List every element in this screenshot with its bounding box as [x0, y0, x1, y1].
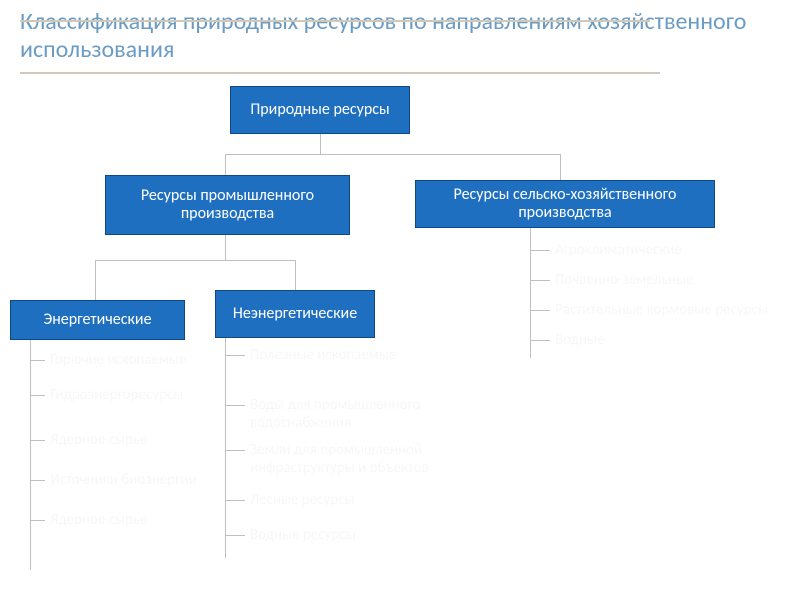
leaf-tick-nonen-2 [225, 450, 245, 451]
node-root-label: Природные ресурсы [250, 101, 389, 119]
connector-root_hbar [225, 154, 560, 155]
leaf-tick-energy-4 [30, 520, 45, 521]
leaf-tick-agr-1 [530, 280, 550, 281]
leaf-tick-nonen-0 [225, 355, 245, 356]
leaf-tick-nonen-3 [225, 500, 245, 501]
node-industrial: Ресурсы промышленного производства [105, 175, 350, 235]
leaf-tick-agr-3 [530, 340, 550, 341]
leaf-label-nonen-3: Лесные ресурсы [250, 491, 355, 509]
leaf-tick-energy-0 [30, 360, 45, 361]
rule-2 [20, 72, 660, 74]
connector-root_down [320, 134, 321, 154]
leaf-tick-energy-2 [30, 440, 45, 441]
leaf-label-agr-1: Почвенно-земельные [555, 271, 694, 289]
leaf-tick-nonen-1 [225, 405, 245, 406]
node-root: Природные ресурсы [230, 86, 410, 134]
leaf-label-nonen-0: Полезные ископаемые [250, 346, 396, 364]
leaf-label-nonen-1: Воды для промышленного водоснабжения [250, 396, 500, 432]
slide: Классификация природных ресурсов по напр… [0, 0, 800, 600]
node-energy-label: Энергетические [43, 311, 151, 329]
node-agricultural: Ресурсы сельско-хозяйственного производс… [415, 180, 715, 228]
rule-1 [20, 20, 650, 22]
leaf-tick-agr-0 [530, 250, 550, 251]
node-nonenergy: Неэнергетические [215, 290, 375, 338]
leaf-tick-energy-3 [30, 480, 45, 481]
leaf-label-nonen-2: Земли для промышленной инфраструктуры и … [250, 441, 500, 477]
leaf-spine-energy [30, 340, 31, 570]
leaf-label-energy-2: Ядерное сырье [50, 431, 147, 449]
leaf-spine-agr [530, 228, 531, 358]
node-agricultural-label: Ресурсы сельско-хозяйственного производс… [422, 186, 708, 223]
leaf-label-agr-0: Агроклиматические [555, 241, 682, 259]
connector-to_ind [225, 154, 226, 175]
leaf-spine-nonen [225, 338, 226, 558]
leaf-label-energy-3: Источники биоэнергии [50, 471, 197, 489]
node-energy: Энергетические [10, 300, 185, 340]
leaf-label-agr-2: Растительные кормовые ресурсы [555, 301, 768, 319]
leaf-label-energy-0: Горючие ископаемые [50, 351, 187, 369]
node-nonenergy-label: Неэнергетические [233, 305, 357, 323]
connector-ind_hbar [95, 260, 295, 261]
leaf-tick-nonen-4 [225, 535, 245, 536]
node-industrial-label: Ресурсы промышленного производства [112, 187, 343, 224]
leaf-label-energy-4: Ядерное сырье [50, 511, 147, 529]
connector-to_energy [95, 260, 96, 300]
leaf-label-energy-1: Гидроэнергоресурсы [50, 386, 183, 404]
page-title: Классификация природных ресурсов по напр… [20, 8, 780, 63]
connector-to_agr [560, 154, 561, 180]
leaf-label-nonen-4: Водные ресурсы [250, 526, 356, 544]
connector-to_nonen [295, 260, 296, 290]
leaf-tick-agr-2 [530, 310, 550, 311]
connector-ind_down [225, 235, 226, 260]
leaf-label-agr-3: Водные [555, 331, 605, 349]
leaf-tick-energy-1 [30, 395, 45, 396]
